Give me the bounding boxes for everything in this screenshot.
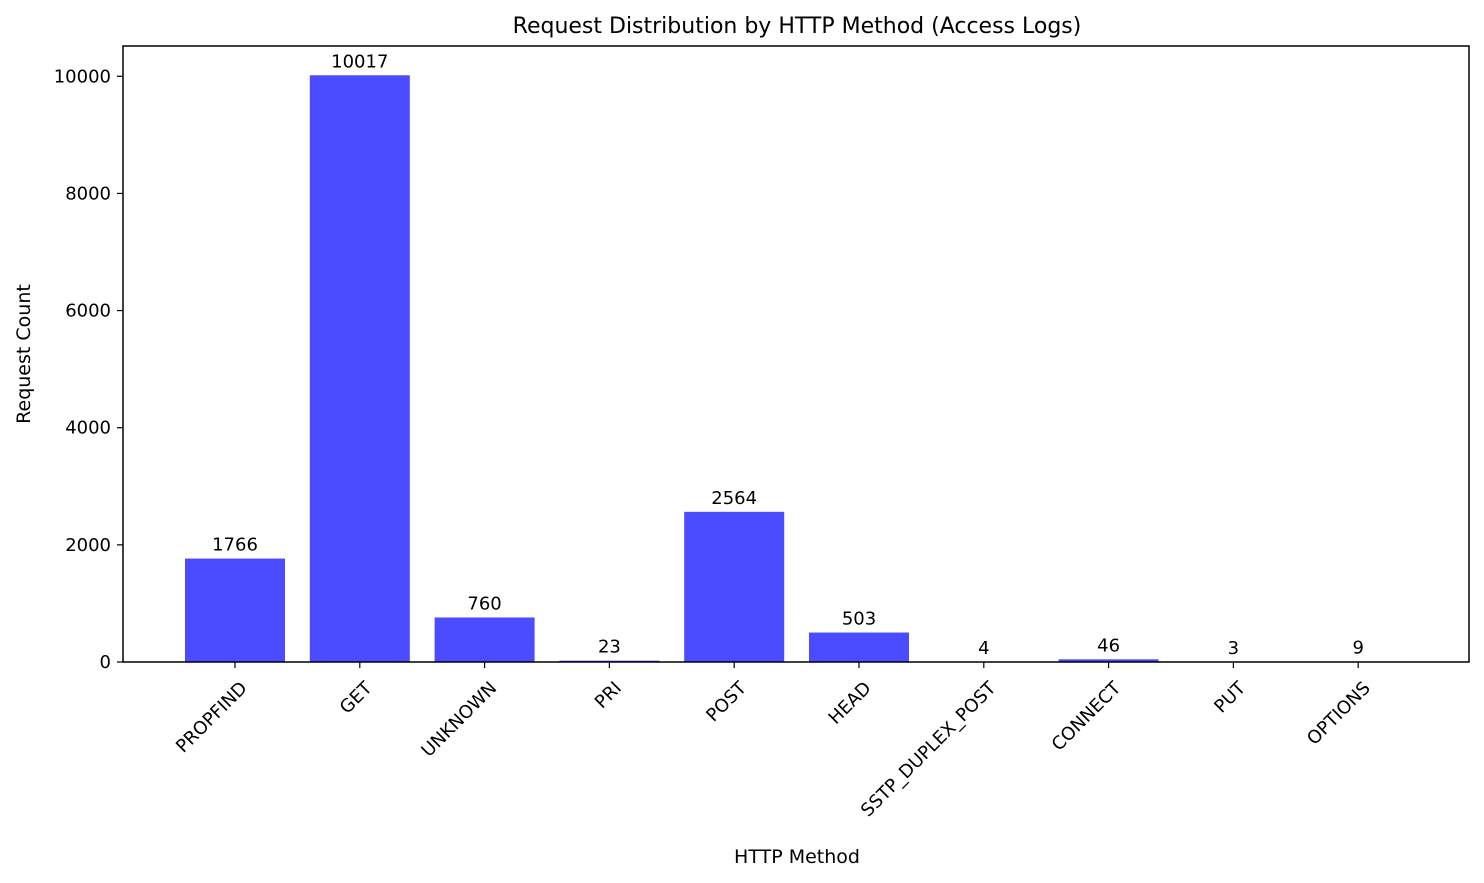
data-labels-group: 1766 10017 760 23 2564 503 4 46 3 9 (212, 51, 1364, 659)
bar-propfind (185, 558, 285, 662)
data-label: 23 (598, 637, 621, 658)
plot-frame (122, 45, 1470, 663)
x-axis-ticks: PROPFIND GET UNKNOWN PRI POST HEADSSTP_DUPLEX… (172, 662, 1375, 821)
data-label: 46 (1097, 635, 1120, 656)
x-tick-label: HEAD (825, 678, 876, 729)
x-tick-label: GET (336, 677, 377, 718)
x-axis-label: HTTP Method (734, 846, 860, 868)
bar-unknown (434, 617, 535, 662)
x-tick-label: PROPFIND (172, 678, 251, 757)
data-label: 2564 (711, 488, 757, 509)
data-label: 503 (842, 609, 876, 630)
bars-group (185, 75, 1409, 663)
data-label: 4 (978, 638, 989, 659)
x-tick-label: OPTIONS (1303, 678, 1375, 750)
x-tick-label: PUT (1210, 677, 1250, 717)
chart-title: Request Distribution by HTTP Method (Acc… (513, 14, 1082, 39)
x-tick-label: UNKNOWN (418, 678, 502, 762)
y-tick-label: 8000 (65, 183, 111, 204)
y-tick-label: 0 (100, 652, 111, 673)
data-label: 3 (1228, 638, 1239, 659)
y-axis-ticks: 0 2000 4000 6000 8000 10000 (54, 66, 123, 673)
x-tick-label: CONNECT (1048, 677, 1126, 755)
bar-head (809, 632, 909, 662)
data-label: 9 (1352, 637, 1363, 658)
data-label: 10017 (331, 51, 388, 72)
bar-get (309, 75, 410, 663)
y-tick-label: 6000 (65, 301, 111, 322)
y-axis-label: Request Count (13, 284, 35, 424)
x-tick-label: SSTP_DUPLEX_POST (857, 677, 1001, 821)
data-label: 1766 (212, 535, 258, 556)
x-tick-label: PRI (591, 678, 626, 713)
y-tick-label: 10000 (54, 66, 111, 87)
bar-post (684, 511, 785, 662)
bar-connect (1058, 659, 1159, 662)
data-label: 760 (467, 593, 501, 614)
x-tick-label: POST (702, 677, 751, 726)
y-tick-label: 4000 (65, 418, 111, 439)
y-tick-label: 2000 (65, 535, 111, 556)
